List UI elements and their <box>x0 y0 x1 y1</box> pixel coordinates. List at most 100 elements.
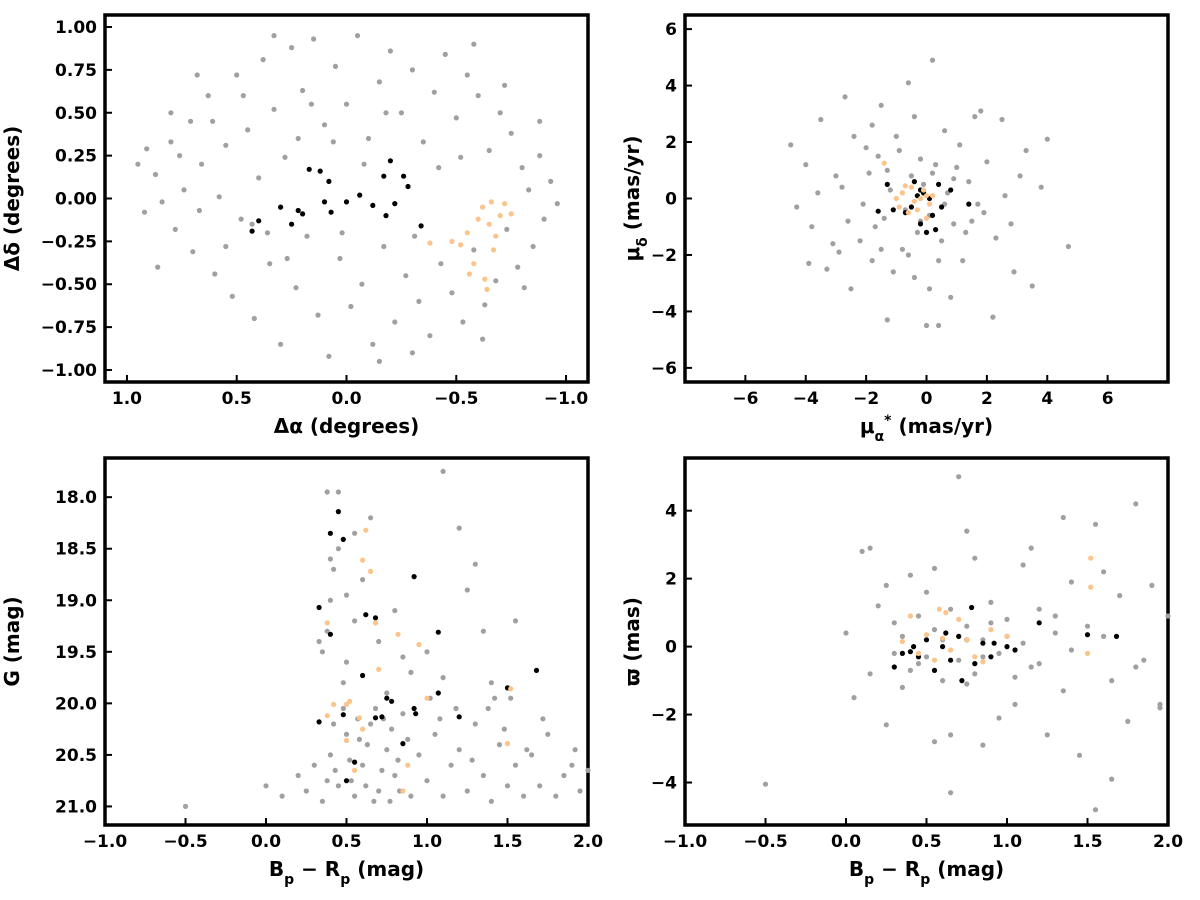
field-point <box>471 247 477 253</box>
black-point <box>405 183 411 190</box>
panel-parallax-color: −1.0 −0.5 0.0 0.5 1.0 1.5 2.0 −4 −2 0 2 4 Bp − Rp (m… <box>620 456 1183 888</box>
field-point <box>190 249 196 255</box>
field-point <box>501 726 507 732</box>
field-point <box>327 597 333 603</box>
black-point <box>972 661 978 667</box>
black-point <box>933 227 939 233</box>
field-point <box>368 515 374 521</box>
field-point <box>553 793 559 799</box>
black-point <box>435 690 441 696</box>
field-point <box>300 87 306 94</box>
black-point <box>256 218 262 224</box>
field-point <box>223 142 229 148</box>
field-point <box>384 747 390 753</box>
x-tick-label: 4 <box>1041 389 1053 409</box>
black-point <box>370 202 376 208</box>
orange-point <box>360 557 366 563</box>
field-point <box>993 235 999 241</box>
field-point <box>327 752 333 758</box>
black-point <box>940 644 946 650</box>
field-point <box>1044 732 1050 738</box>
y-axis-label: μδ (mas/yr) <box>620 135 651 261</box>
y-tick-label: 18.0 <box>55 488 97 508</box>
black-point <box>413 711 419 717</box>
field-point <box>1052 613 1058 619</box>
field-point <box>437 716 443 722</box>
black-point <box>326 178 332 184</box>
field-point <box>863 145 869 151</box>
field-point <box>842 94 848 100</box>
field-point <box>496 742 503 748</box>
black-point <box>948 187 954 193</box>
field-point <box>493 278 499 284</box>
x-tick-label: 2 <box>981 389 993 409</box>
x-tick-label: 6 <box>1102 389 1114 409</box>
field-point <box>271 33 277 39</box>
field-point <box>1011 269 1017 275</box>
y-tick-label: 19.5 <box>55 643 97 663</box>
field-point <box>155 264 161 270</box>
orange-point <box>908 184 915 190</box>
data-points <box>182 468 591 810</box>
field-point <box>972 671 978 677</box>
orange-point <box>356 715 362 721</box>
field-point <box>1036 606 1042 612</box>
orange-point <box>363 527 369 533</box>
orange-point <box>484 286 490 292</box>
field-point <box>278 341 284 347</box>
orange-point <box>343 701 350 708</box>
field-point <box>440 675 446 681</box>
field-point <box>515 264 521 270</box>
field-point <box>554 201 560 207</box>
black-point <box>929 212 936 218</box>
black-point <box>923 637 930 643</box>
field-point <box>177 153 183 159</box>
y-tick-label: 0.50 <box>55 104 97 124</box>
black-point <box>401 173 407 179</box>
black-point <box>980 640 986 646</box>
field-point <box>980 654 986 660</box>
orange-point <box>482 276 488 282</box>
field-point <box>256 175 262 181</box>
black-point <box>1084 632 1091 638</box>
black-point <box>931 667 938 674</box>
black-point <box>418 223 424 229</box>
field-point <box>245 127 251 133</box>
field-point <box>1141 657 1147 663</box>
field-point <box>964 681 970 687</box>
field-point <box>960 258 966 264</box>
field-point <box>883 582 889 589</box>
y-tick-label: −2 <box>651 246 677 266</box>
field-point <box>972 114 978 120</box>
field-point <box>303 788 309 794</box>
field-point <box>464 788 470 794</box>
field-point <box>335 783 341 789</box>
field-point <box>448 762 454 768</box>
field-point <box>472 561 478 567</box>
black-point <box>316 719 322 725</box>
orange-point <box>881 160 887 166</box>
field-point <box>803 162 809 168</box>
orange-point <box>488 199 494 205</box>
y-axis-label: ϖ (mas) <box>620 597 644 686</box>
field-point <box>1101 633 1107 640</box>
field-point <box>907 572 914 578</box>
y-tick-label: 4 <box>665 502 677 522</box>
field-point <box>881 215 887 221</box>
orange-point <box>914 207 921 213</box>
orange-point <box>360 726 366 732</box>
field-point <box>1029 283 1035 289</box>
orange-point <box>923 193 930 199</box>
field-point <box>526 187 532 193</box>
field-point <box>339 230 345 236</box>
field-point <box>1068 647 1074 653</box>
y-tick-label: −0.75 <box>41 318 97 338</box>
field-point <box>951 221 957 227</box>
black-point <box>400 741 406 747</box>
field-point <box>392 319 398 325</box>
field-point <box>343 101 350 107</box>
y-tick-label: 19.0 <box>55 591 97 611</box>
x-tick-label: 0.5 <box>222 389 252 409</box>
field-point <box>416 752 422 758</box>
field-point <box>1092 807 1099 813</box>
